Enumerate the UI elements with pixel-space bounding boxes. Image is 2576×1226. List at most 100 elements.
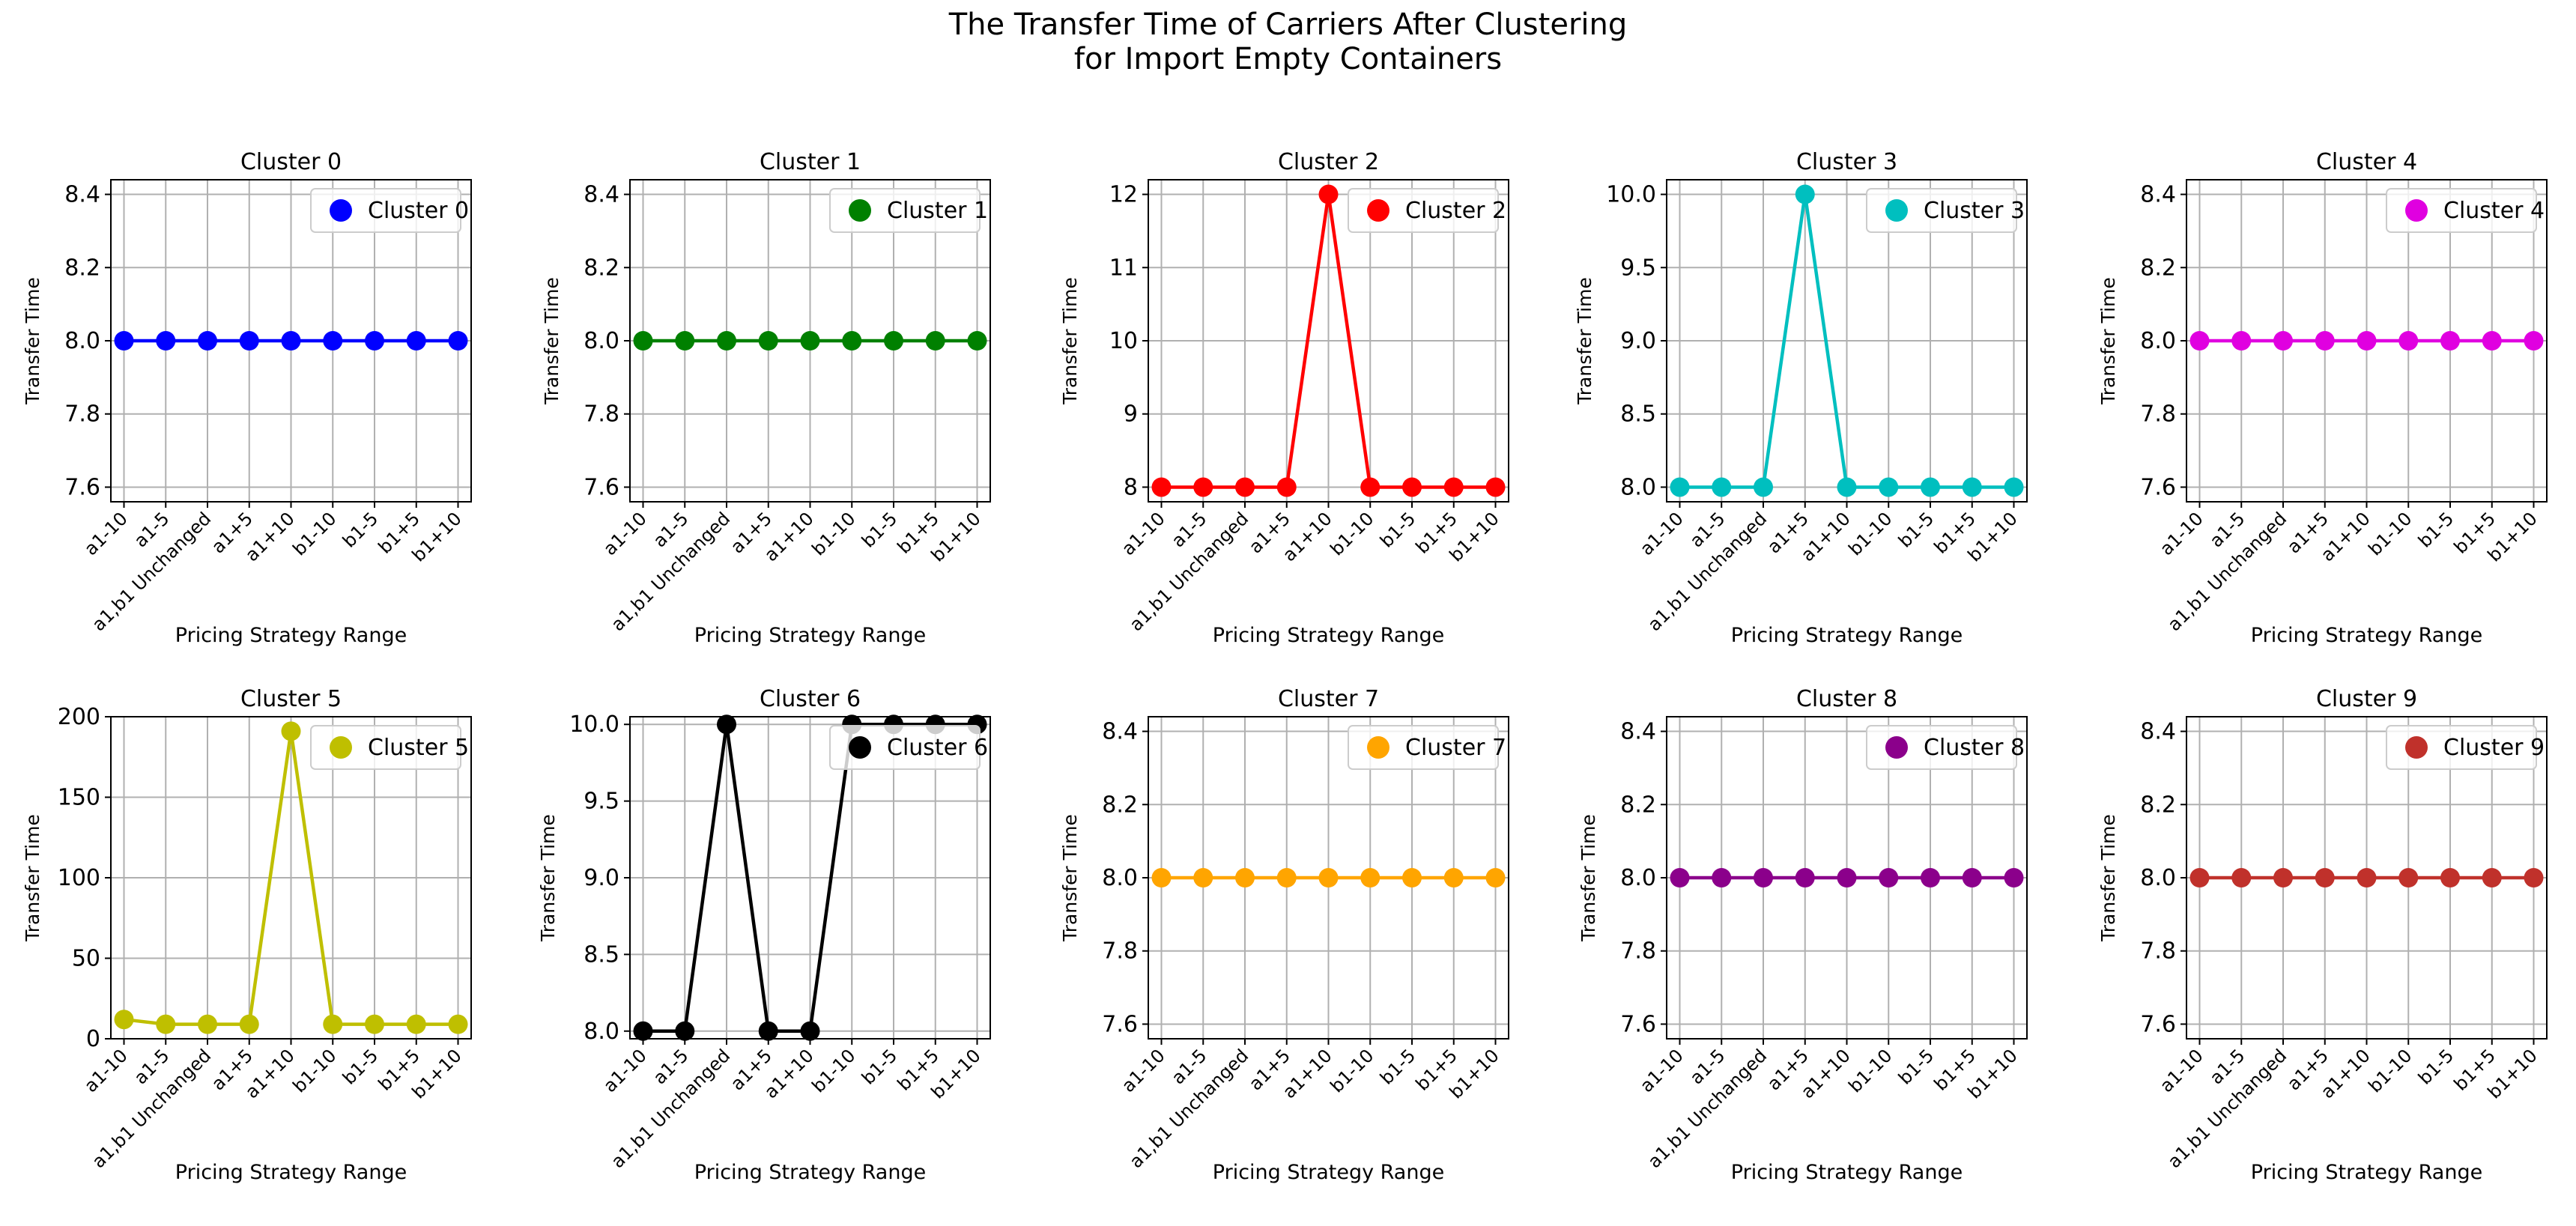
y-tick-label: 7.8	[2140, 401, 2176, 428]
data-point	[1235, 868, 1255, 887]
x-tick-label: a1-10	[1118, 1045, 1169, 1096]
data-point	[114, 1010, 134, 1030]
y-tick-label: 50	[72, 946, 100, 972]
data-point	[800, 1021, 820, 1041]
data-point	[1485, 868, 1506, 887]
data-point	[448, 1014, 468, 1034]
data-point	[1193, 477, 1213, 497]
x-axis-label: Pricing Strategy Range	[1213, 624, 1444, 647]
legend-marker	[2405, 199, 2428, 222]
y-axis-label: Transfer Time	[1578, 814, 1599, 942]
legend-label: Cluster 9	[2443, 735, 2545, 761]
data-point	[2315, 331, 2335, 350]
data-point	[1402, 868, 1422, 887]
data-point	[1151, 477, 1172, 497]
legend-marker	[2405, 736, 2428, 759]
data-point	[1837, 868, 1857, 887]
data-point	[1795, 868, 1815, 887]
data-point	[800, 331, 820, 350]
data-point	[2004, 868, 2024, 887]
legend-label: Cluster 3	[1924, 198, 2025, 224]
data-point	[1670, 868, 1690, 887]
data-point	[1360, 477, 1381, 497]
y-tick-label: 7.8	[1620, 938, 1656, 965]
x-tick-label: a1-10	[599, 1045, 651, 1096]
y-tick-label: 11	[1109, 255, 1138, 281]
data-point	[1879, 477, 1899, 497]
legend-box	[829, 188, 981, 233]
data-point	[1754, 477, 1773, 497]
data-point	[2189, 868, 2210, 887]
x-tick-label: b1-10	[1326, 508, 1378, 559]
data-point	[239, 331, 259, 350]
x-tick-label: b1-10	[1844, 508, 1896, 559]
legend-marker	[330, 736, 352, 759]
legend-label: Cluster 7	[1405, 735, 1506, 761]
y-axis-label: Transfer Time	[22, 277, 43, 405]
legend-box	[1866, 725, 2017, 770]
data-point	[406, 331, 426, 350]
y-tick-label: 7.6	[1102, 1011, 1138, 1037]
data-point	[2440, 868, 2460, 887]
y-tick-label: 100	[58, 865, 100, 891]
y-tick-label: 8.0	[2140, 865, 2176, 891]
x-axis-label: Pricing Strategy Range	[175, 1161, 407, 1184]
y-tick-label: 8.4	[2140, 719, 2176, 745]
subplot-title: Cluster 8	[1796, 686, 1897, 712]
y-axis-label: Transfer Time	[1574, 277, 1595, 405]
legend-box	[2386, 188, 2537, 233]
legend-marker	[1885, 736, 1908, 759]
x-tick-label: a1-10	[1636, 508, 1688, 559]
y-tick-label: 7.8	[64, 401, 100, 428]
figure-title-line-2: for Import Empty Containers	[1073, 42, 1503, 76]
x-tick-label: b1-10	[1844, 1045, 1896, 1096]
data-point	[323, 1014, 343, 1034]
y-axis-label: Transfer Time	[1059, 277, 1081, 405]
data-point	[2482, 868, 2502, 887]
data-point	[758, 1021, 778, 1041]
y-tick-label: 9.0	[584, 865, 619, 891]
y-tick-label: 10.0	[1606, 182, 1656, 208]
y-tick-label: 8.0	[64, 328, 100, 354]
y-tick-label: 8.0	[1620, 865, 1656, 891]
data-point	[633, 1021, 653, 1041]
legend-marker	[849, 736, 871, 759]
y-tick-label: 8.2	[2140, 792, 2176, 818]
data-point	[1670, 477, 1690, 497]
data-point	[758, 331, 778, 350]
data-point	[1235, 477, 1255, 497]
data-point	[1276, 868, 1297, 887]
figure-title-line-1: The Transfer Time of Carriers After Clus…	[948, 7, 1628, 42]
data-point	[156, 1014, 176, 1034]
data-point	[1318, 184, 1339, 204]
legend-marker	[849, 199, 871, 222]
data-point	[156, 331, 176, 350]
y-axis-label: Transfer Time	[22, 814, 43, 942]
data-point	[1754, 868, 1773, 887]
y-tick-label: 8.5	[584, 941, 619, 968]
data-point	[114, 331, 134, 350]
data-point	[1443, 868, 1464, 887]
data-point	[1360, 868, 1381, 887]
data-point	[2315, 868, 2335, 887]
data-point	[1962, 868, 1982, 887]
data-point	[2231, 868, 2252, 887]
data-point	[1879, 868, 1899, 887]
y-tick-label: 9.5	[1620, 255, 1656, 281]
x-tick-label: a1-10	[80, 508, 132, 559]
y-axis-label: Transfer Time	[2097, 814, 2119, 942]
data-point	[2524, 868, 2544, 887]
data-point	[281, 331, 301, 350]
x-axis-label: Pricing Strategy Range	[1731, 624, 1963, 647]
y-axis-label: Transfer Time	[1059, 814, 1081, 942]
legend-marker	[330, 199, 352, 222]
y-tick-label: 7.6	[2140, 1011, 2176, 1037]
y-tick-label: 9.5	[584, 789, 619, 815]
y-tick-label: 200	[58, 704, 100, 730]
y-axis-label: Transfer Time	[537, 814, 559, 942]
data-point	[2231, 331, 2252, 350]
